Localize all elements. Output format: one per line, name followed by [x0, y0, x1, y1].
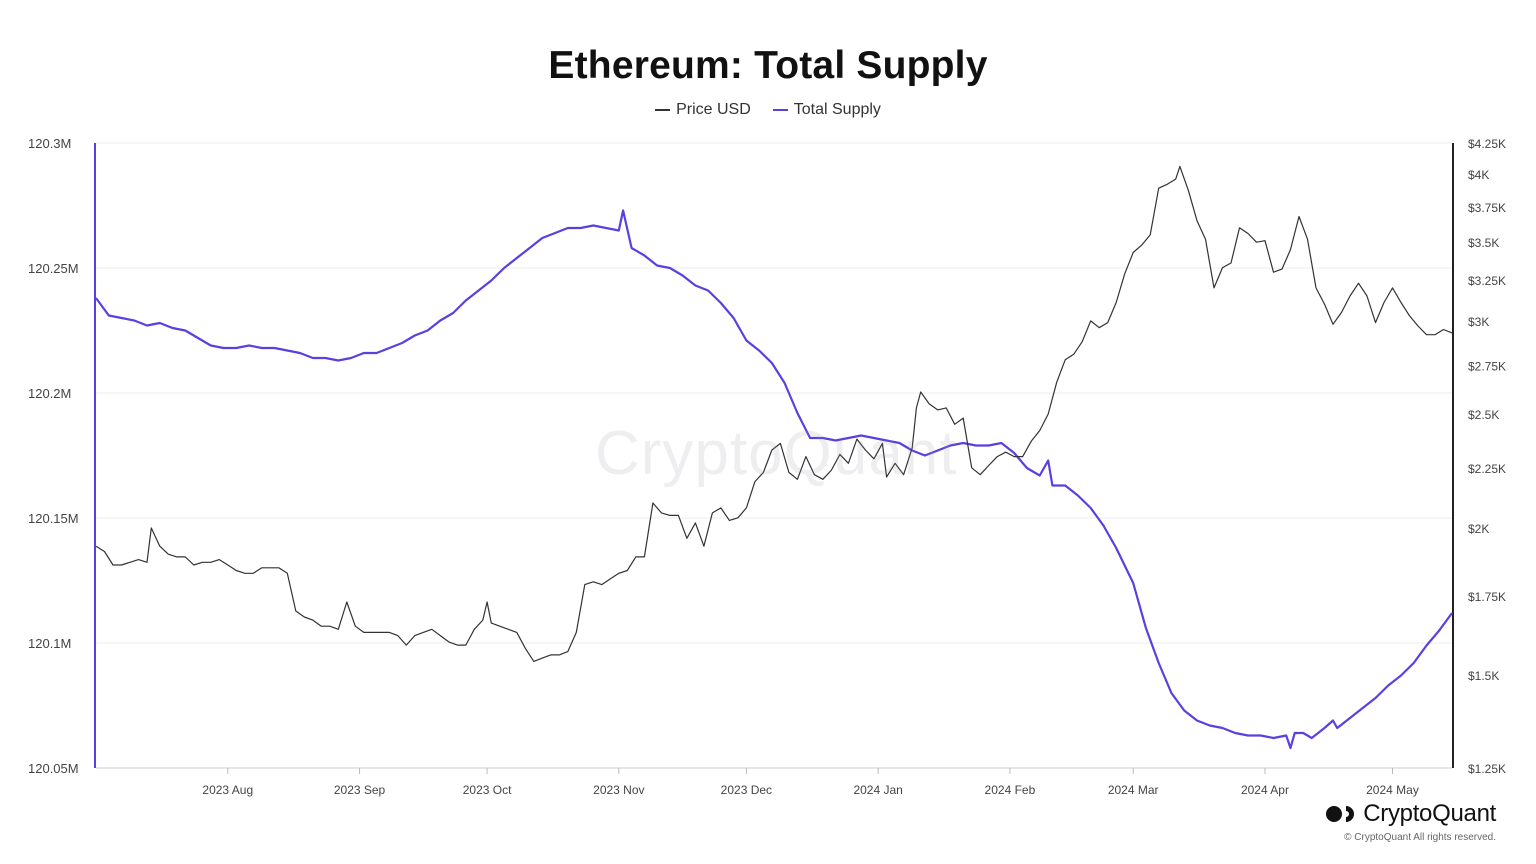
y-left-tick-label: 120.25M: [28, 261, 79, 276]
x-tick-label: 2024 Mar: [1108, 783, 1159, 797]
y-left-tick-label: 120.2M: [28, 386, 71, 401]
series-line-price-usd: [95, 165, 1453, 662]
y-right-tick-label: $4.25K: [1468, 137, 1506, 151]
y-right-tick-label: $4K: [1468, 168, 1489, 182]
x-tick-label: 2024 Apr: [1241, 783, 1289, 797]
y-right-tick-label: $2.5K: [1468, 408, 1499, 422]
y-right-tick-label: $3.5K: [1468, 236, 1499, 250]
x-tick-label: 2024 Jan: [853, 783, 902, 797]
x-tick-label: 2023 Sep: [334, 783, 386, 797]
brand-name: CryptoQuant: [1363, 800, 1496, 827]
y-left-tick-label: 120.15M: [28, 511, 79, 526]
legend-swatch-price: [655, 109, 671, 111]
brand-copyright: © CryptoQuant All rights reserved.: [1344, 832, 1496, 843]
legend-item-price[interactable]: Price USD: [655, 101, 751, 119]
y-right-tick-label: $3.75K: [1468, 201, 1506, 215]
y-right-tick-label: $2K: [1468, 522, 1489, 536]
legend-item-supply[interactable]: Total Supply: [772, 101, 881, 119]
y-left-tick-label: 120.1M: [28, 636, 71, 651]
series-line-total-supply: [95, 209, 1453, 750]
legend-label-price: Price USD: [676, 101, 751, 118]
x-tick-label: 2023 Aug: [202, 783, 253, 797]
x-tick-label: 2024 May: [1366, 783, 1419, 797]
y-right-tick-label: $2.75K: [1468, 359, 1506, 373]
y-right-tick-label: $2.25K: [1468, 462, 1506, 476]
legend-label-supply: Total Supply: [793, 101, 881, 118]
y-left-tick-label: 120.05M: [28, 761, 79, 776]
x-tick-label: 2023 Dec: [721, 783, 772, 797]
y-right-tick-label: $1.25K: [1468, 762, 1506, 776]
x-tick-label: 2024 Feb: [985, 783, 1036, 797]
chart-title: Ethereum: Total Supply: [548, 44, 988, 87]
y-right-tick-label: $1.5K: [1468, 669, 1499, 683]
brand-logo-icon: [1326, 806, 1355, 822]
x-tick-label: 2023 Oct: [463, 783, 512, 797]
x-tick-label: 2023 Nov: [593, 783, 644, 797]
y-left-tick-label: 120.3M: [28, 136, 71, 151]
legend-swatch-supply: [772, 109, 788, 111]
y-right-tick-label: $3.25K: [1468, 274, 1506, 288]
brand: CryptoQuant: [1325, 800, 1496, 828]
legend: Price USD Total Supply: [0, 101, 1536, 119]
y-right-tick-label: $3K: [1468, 315, 1489, 329]
y-right-tick-label: $1.75K: [1468, 590, 1506, 604]
